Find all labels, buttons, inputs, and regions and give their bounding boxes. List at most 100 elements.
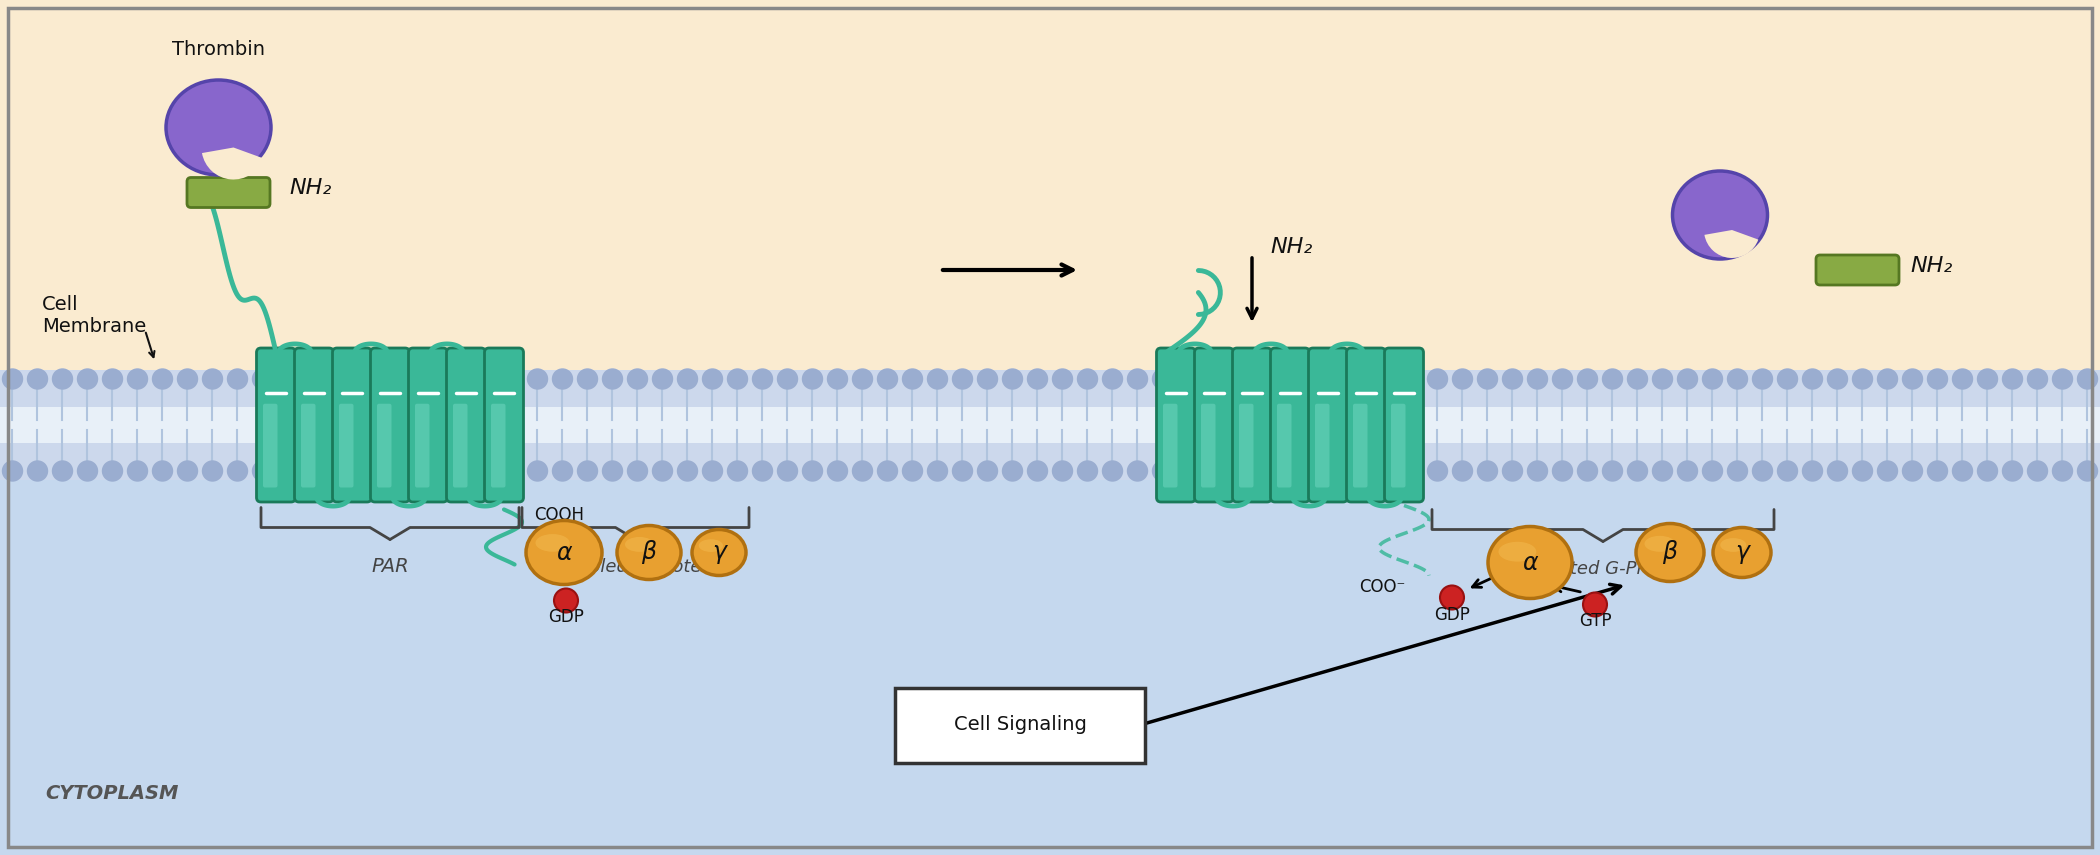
Circle shape bbox=[1502, 461, 1522, 481]
Circle shape bbox=[328, 369, 347, 389]
Circle shape bbox=[1602, 369, 1623, 389]
Circle shape bbox=[27, 461, 48, 481]
Circle shape bbox=[1128, 461, 1147, 481]
Circle shape bbox=[252, 461, 273, 481]
Circle shape bbox=[202, 461, 223, 481]
Circle shape bbox=[277, 369, 298, 389]
Circle shape bbox=[2077, 461, 2098, 481]
Circle shape bbox=[1577, 369, 1598, 389]
Text: PAR: PAR bbox=[372, 557, 410, 576]
Circle shape bbox=[1178, 461, 1197, 481]
Text: NH₂: NH₂ bbox=[290, 179, 332, 198]
Circle shape bbox=[2003, 461, 2022, 481]
Ellipse shape bbox=[626, 537, 653, 551]
Circle shape bbox=[2, 461, 23, 481]
FancyBboxPatch shape bbox=[1163, 404, 1178, 487]
Circle shape bbox=[202, 369, 223, 389]
Circle shape bbox=[878, 461, 897, 481]
Circle shape bbox=[227, 369, 248, 389]
Circle shape bbox=[428, 369, 447, 389]
FancyBboxPatch shape bbox=[1270, 348, 1310, 502]
Circle shape bbox=[1002, 369, 1023, 389]
FancyBboxPatch shape bbox=[491, 404, 506, 487]
Text: NH₂: NH₂ bbox=[1911, 256, 1953, 276]
Circle shape bbox=[928, 369, 947, 389]
FancyBboxPatch shape bbox=[1195, 348, 1233, 502]
Circle shape bbox=[1653, 461, 1672, 481]
Circle shape bbox=[1052, 369, 1073, 389]
Circle shape bbox=[727, 461, 748, 481]
Circle shape bbox=[827, 461, 848, 481]
Circle shape bbox=[328, 461, 347, 481]
Circle shape bbox=[302, 461, 323, 481]
Circle shape bbox=[1527, 461, 1548, 481]
Circle shape bbox=[1602, 461, 1623, 481]
FancyBboxPatch shape bbox=[1277, 404, 1292, 487]
Circle shape bbox=[1102, 369, 1124, 389]
Ellipse shape bbox=[699, 540, 722, 552]
Circle shape bbox=[752, 461, 773, 481]
Bar bbox=[0, 480, 2100, 855]
Text: α: α bbox=[1522, 551, 1537, 575]
Circle shape bbox=[1628, 461, 1648, 481]
Circle shape bbox=[704, 369, 722, 389]
Circle shape bbox=[227, 461, 248, 481]
Circle shape bbox=[1178, 369, 1197, 389]
Text: COOH: COOH bbox=[533, 505, 584, 523]
Circle shape bbox=[178, 461, 197, 481]
Circle shape bbox=[1628, 369, 1648, 389]
Circle shape bbox=[1228, 461, 1247, 481]
FancyBboxPatch shape bbox=[447, 348, 485, 502]
Circle shape bbox=[1877, 369, 1898, 389]
Circle shape bbox=[1453, 461, 1472, 481]
Circle shape bbox=[353, 461, 372, 481]
Circle shape bbox=[1728, 369, 1747, 389]
Ellipse shape bbox=[525, 521, 603, 585]
Circle shape bbox=[1502, 369, 1522, 389]
Circle shape bbox=[678, 461, 697, 481]
Circle shape bbox=[353, 369, 372, 389]
FancyBboxPatch shape bbox=[1352, 404, 1367, 487]
Circle shape bbox=[1052, 461, 1073, 481]
Circle shape bbox=[1252, 461, 1273, 481]
FancyBboxPatch shape bbox=[300, 404, 315, 487]
Circle shape bbox=[953, 461, 972, 481]
Circle shape bbox=[128, 369, 147, 389]
Circle shape bbox=[628, 369, 647, 389]
Circle shape bbox=[302, 369, 323, 389]
Circle shape bbox=[527, 461, 548, 481]
FancyBboxPatch shape bbox=[485, 348, 523, 502]
Ellipse shape bbox=[1489, 527, 1573, 598]
FancyBboxPatch shape bbox=[1233, 348, 1270, 502]
Circle shape bbox=[603, 369, 622, 389]
Circle shape bbox=[903, 461, 922, 481]
Circle shape bbox=[1928, 369, 1947, 389]
Circle shape bbox=[2052, 461, 2073, 481]
Text: GDP: GDP bbox=[548, 609, 584, 627]
FancyBboxPatch shape bbox=[332, 348, 372, 502]
Circle shape bbox=[78, 461, 97, 481]
Circle shape bbox=[752, 369, 773, 389]
Circle shape bbox=[1302, 369, 1323, 389]
Circle shape bbox=[378, 369, 397, 389]
Text: NH₂: NH₂ bbox=[1270, 237, 1312, 257]
Circle shape bbox=[1978, 461, 1997, 481]
Circle shape bbox=[1754, 369, 1772, 389]
FancyBboxPatch shape bbox=[1384, 348, 1424, 502]
FancyBboxPatch shape bbox=[1201, 404, 1216, 487]
Circle shape bbox=[1153, 461, 1172, 481]
FancyBboxPatch shape bbox=[378, 404, 391, 487]
Circle shape bbox=[1441, 586, 1464, 610]
Circle shape bbox=[1403, 461, 1422, 481]
Circle shape bbox=[2026, 461, 2048, 481]
Circle shape bbox=[403, 461, 422, 481]
Bar bbox=[0, 0, 2100, 370]
Ellipse shape bbox=[536, 534, 569, 551]
Circle shape bbox=[1852, 369, 1873, 389]
Text: Cell
Membrane: Cell Membrane bbox=[42, 294, 147, 335]
Circle shape bbox=[1703, 461, 1722, 481]
Circle shape bbox=[1027, 461, 1048, 481]
Circle shape bbox=[1002, 461, 1023, 481]
Circle shape bbox=[1453, 369, 1472, 389]
Circle shape bbox=[578, 369, 598, 389]
